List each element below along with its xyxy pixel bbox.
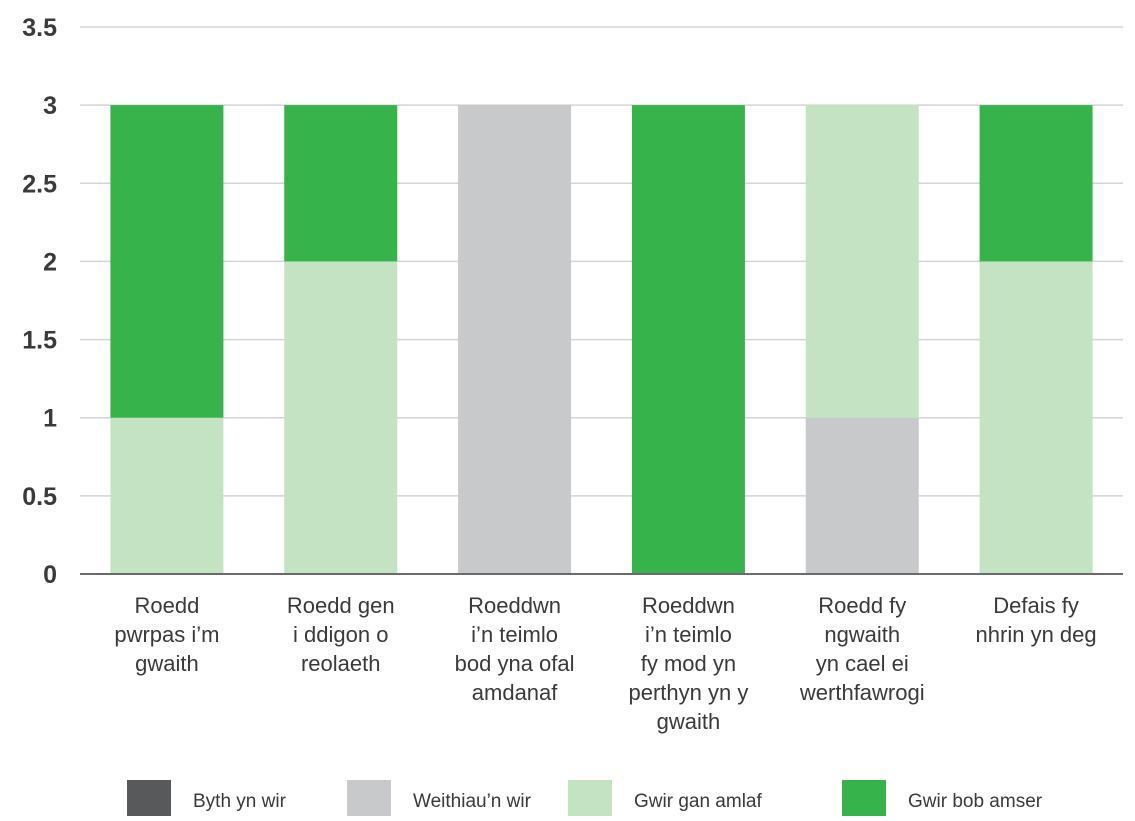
x-tick-label-line: pwrpas i’m <box>114 622 219 647</box>
y-tick-label: 0 <box>43 561 57 589</box>
x-tick-label-line: Roedd fy <box>818 593 906 618</box>
x-tick-label-line: Roedd <box>134 593 199 618</box>
y-tick-label: 2 <box>43 248 57 276</box>
bar-segment <box>979 105 1093 262</box>
y-tick-label: 1.5 <box>22 327 57 355</box>
x-tick-label: Roeddwn i’n teimlo fy mod yn perthyn yn y gw… <box>628 593 748 734</box>
x-tick-label: Roedd gen i ddigon o reolaeth <box>287 593 395 676</box>
legend-item: Byth yn wir <box>127 780 287 816</box>
legend-swatch <box>127 780 171 816</box>
bar-segment <box>805 417 919 574</box>
x-tick-label-line: bod yna ofal <box>455 651 575 676</box>
x-tick-label: Roedd pwrpas i’m gwaith <box>114 593 219 676</box>
bar-segment <box>805 105 919 418</box>
x-tick-label-line: reolaeth <box>301 651 381 676</box>
y-tick-label: 2.5 <box>22 170 57 198</box>
y-tick-label: 1 <box>43 405 57 433</box>
x-tick-label-line: ngwaith <box>824 622 900 647</box>
x-tick-label-line: gwaith <box>657 709 721 734</box>
legend: Byth yn wir Weithiau’n wir Gwir gan amlaf G… <box>127 780 1043 816</box>
x-tick-label: Defais fy nhrin yn deg <box>976 593 1097 647</box>
x-tick-label-line: Defais fy <box>993 593 1079 618</box>
x-tick-label-line: yn cael ei <box>816 651 909 676</box>
legend-swatch <box>347 780 391 816</box>
x-tick-label-line: i’n teimlo <box>471 622 558 647</box>
y-tick-label: 0.5 <box>22 483 57 511</box>
x-tick-label-line: werthfawrogi <box>799 680 925 705</box>
bar-segment <box>979 261 1093 574</box>
x-tick-label: Roedd fy ngwaith yn cael ei werthfawrogi <box>799 593 925 705</box>
bars <box>110 105 1093 575</box>
bar-segment <box>110 105 224 418</box>
bar-segment <box>458 105 572 575</box>
x-tick-label-line: Roedd gen <box>287 593 395 618</box>
x-tick-label-line: i’n teimlo <box>645 622 732 647</box>
legend-label: Weithiau’n wir <box>413 791 532 812</box>
legend-item: Weithiau’n wir <box>347 780 532 816</box>
legend-item: Gwir gan amlaf <box>568 780 762 816</box>
legend-label: Gwir gan amlaf <box>634 791 762 812</box>
x-axis-tick-labels: Roedd pwrpas i’m gwaith Roedd gen i ddigon o… <box>114 593 1096 734</box>
legend-label: Gwir bob amser <box>908 791 1043 812</box>
x-tick-label: Roeddwn i’n teimlo bod yna ofal amdanaf <box>455 593 575 705</box>
bar-segment <box>284 261 398 574</box>
bar-segment <box>284 105 398 262</box>
y-axis-tick-labels: 0 0.5 1 1.5 2 2.5 3 3.5 <box>22 14 57 589</box>
x-tick-label-line: nhrin yn deg <box>976 622 1097 647</box>
y-tick-label: 3 <box>43 92 57 120</box>
x-tick-label-line: Roeddwn <box>468 593 561 618</box>
x-tick-label-line: gwaith <box>135 651 199 676</box>
y-tick-label: 3.5 <box>22 14 57 42</box>
legend-swatch <box>568 780 612 816</box>
bar-segment <box>110 417 224 574</box>
bar-segment <box>631 105 745 575</box>
legend-swatch <box>842 780 886 816</box>
legend-label: Byth yn wir <box>193 791 287 812</box>
x-tick-label-line: amdanaf <box>472 680 559 705</box>
x-tick-label-line: perthyn yn y <box>628 680 748 705</box>
x-tick-label-line: Roeddwn <box>642 593 735 618</box>
legend-item: Gwir bob amser <box>842 780 1043 816</box>
x-tick-label-line: fy mod yn <box>641 651 736 676</box>
x-tick-label-line: i ddigon o <box>293 622 388 647</box>
gridlines <box>80 26 1123 497</box>
